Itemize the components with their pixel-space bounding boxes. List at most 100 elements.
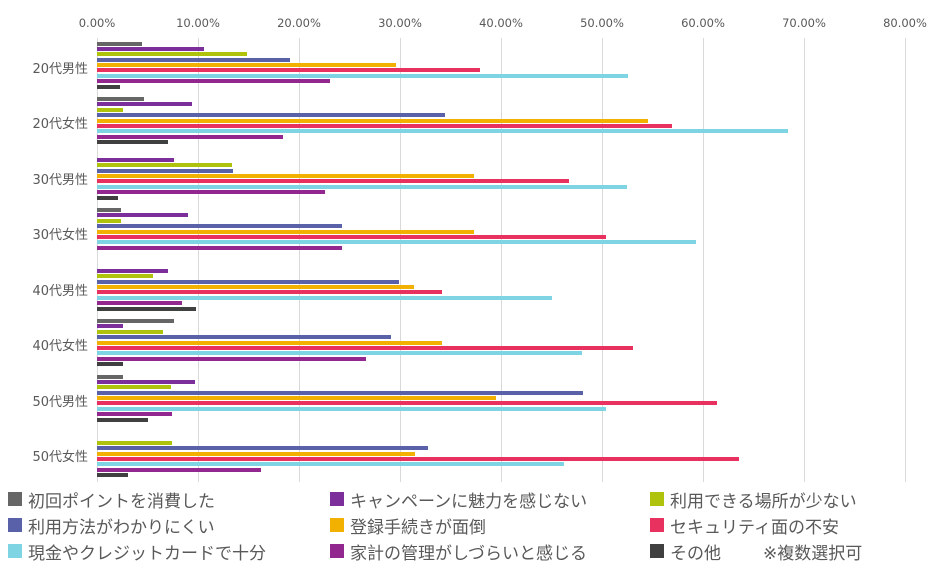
- legend-item: 現金やクレジットカードで十分: [8, 539, 330, 564]
- legend-item: その他 ※複数選択可: [650, 539, 932, 564]
- multi-select-note: ※複数選択可: [763, 543, 863, 564]
- category-label: 50代男性: [32, 394, 88, 410]
- gridline: [602, 38, 603, 482]
- bar: [97, 140, 168, 145]
- bar: [97, 97, 145, 101]
- bar: [97, 179, 569, 184]
- bar: [97, 245, 343, 250]
- bar: [97, 306, 196, 311]
- legend-swatch: [8, 492, 22, 506]
- bar: [97, 107, 124, 112]
- bar: [97, 68, 480, 73]
- legend-label: 家計の管理がしづらいと感じる: [350, 543, 587, 564]
- bar: [97, 102, 192, 107]
- bar: [97, 129, 788, 134]
- bar: [97, 73, 629, 78]
- category-label: 20代女性: [32, 117, 88, 133]
- x-tick-label: 10.00%: [176, 16, 220, 30]
- legend-item: 初回ポイントを消費した: [8, 487, 330, 512]
- bar: [97, 184, 628, 189]
- legend-label: キャンペーンに魅力を感じない: [350, 491, 588, 512]
- bar: [97, 319, 174, 323]
- legend-swatch: [330, 518, 344, 532]
- plot-area: 20代男性 20代女性 30代男性 30代女性 40代男性 40代女性 50代男性 50代女性: [32, 38, 906, 483]
- legend-label: その他: [670, 543, 721, 564]
- gridline: [905, 38, 906, 482]
- category-label: 20代男性: [32, 61, 88, 77]
- x-tick-label: 70.00%: [782, 16, 826, 30]
- bar: [97, 412, 172, 417]
- legend-swatch: [650, 492, 664, 506]
- category-label: 30代女性: [32, 228, 88, 244]
- bar: [97, 268, 168, 273]
- legend-item: 利用方法がわかりにくい: [8, 513, 330, 538]
- bar: [97, 329, 163, 334]
- bar: [97, 451, 416, 456]
- bar: [97, 234, 607, 239]
- legend-swatch: [330, 492, 344, 506]
- bar: [97, 218, 122, 223]
- bar-group: 40代女性: [32, 316, 905, 372]
- bar: [97, 46, 205, 51]
- bar: [97, 462, 564, 467]
- gridline: [299, 38, 300, 482]
- bar: [97, 345, 634, 350]
- bar: [97, 356, 366, 361]
- x-tick-label: 50.00%: [580, 16, 624, 30]
- bar: [97, 57, 290, 62]
- bar: [97, 190, 326, 195]
- gridline: [400, 38, 401, 482]
- legend-swatch: [650, 518, 664, 532]
- bar: [97, 279, 399, 284]
- bar: [97, 390, 583, 395]
- bar: [97, 118, 649, 123]
- x-axis: 0.00% 10.00% 20.00% 30.00% 40.00% 50.00% 60.00…: [0, 0, 940, 36]
- bar: [97, 208, 122, 212]
- x-tick-label: 60.00%: [681, 16, 725, 30]
- bar-group: 40代男性: [32, 260, 905, 316]
- bar: [97, 335, 391, 340]
- gridline: [501, 38, 502, 482]
- category-label: 40代男性: [32, 283, 88, 299]
- legend-label: セキュリティ面の不安: [670, 517, 839, 538]
- category-label: 50代女性: [32, 450, 88, 466]
- bar-group: 50代男性: [32, 371, 905, 427]
- legend-item: キャンペーンに魅力を感じない: [330, 487, 650, 512]
- bar: [97, 417, 148, 422]
- bar: [97, 195, 119, 200]
- bar-group: 20代女性: [32, 94, 905, 150]
- bar: [97, 123, 672, 128]
- bar-group: 50代女性: [32, 427, 905, 483]
- gridline: [97, 38, 98, 482]
- bar: [97, 379, 195, 384]
- x-tick-label: 80.00%: [883, 16, 927, 30]
- legend-swatch: [330, 544, 344, 558]
- legend-label: 利用できる場所が少ない: [670, 491, 857, 512]
- bar: [97, 163, 233, 168]
- category-label: 30代男性: [32, 172, 88, 188]
- legend-label: 初回ポイントを消費した: [28, 491, 215, 512]
- bar: [97, 374, 124, 379]
- legend-swatch: [8, 544, 22, 558]
- bar: [97, 84, 121, 89]
- bar: [97, 456, 740, 461]
- bar: [97, 406, 607, 411]
- bar: [97, 396, 496, 401]
- bar: [97, 473, 129, 478]
- bar: [97, 324, 124, 329]
- legend-label: 登録手続きが面倒: [350, 517, 486, 538]
- bar: [97, 467, 261, 472]
- bar: [97, 446, 429, 451]
- bar-group: 30代男性: [32, 149, 905, 205]
- legend-swatch: [8, 518, 22, 532]
- legend-item: 登録手続きが面倒: [330, 513, 650, 538]
- bar: [97, 301, 182, 306]
- legend: 初回ポイントを消費した キャンペーンに魅力を感じない 利用できる場所が少ない利用方法…: [8, 486, 932, 564]
- bar: [97, 113, 446, 118]
- bar: [97, 224, 343, 229]
- bar: [97, 63, 396, 68]
- bar: [97, 340, 443, 345]
- bar: [97, 168, 234, 173]
- bar: [97, 401, 718, 406]
